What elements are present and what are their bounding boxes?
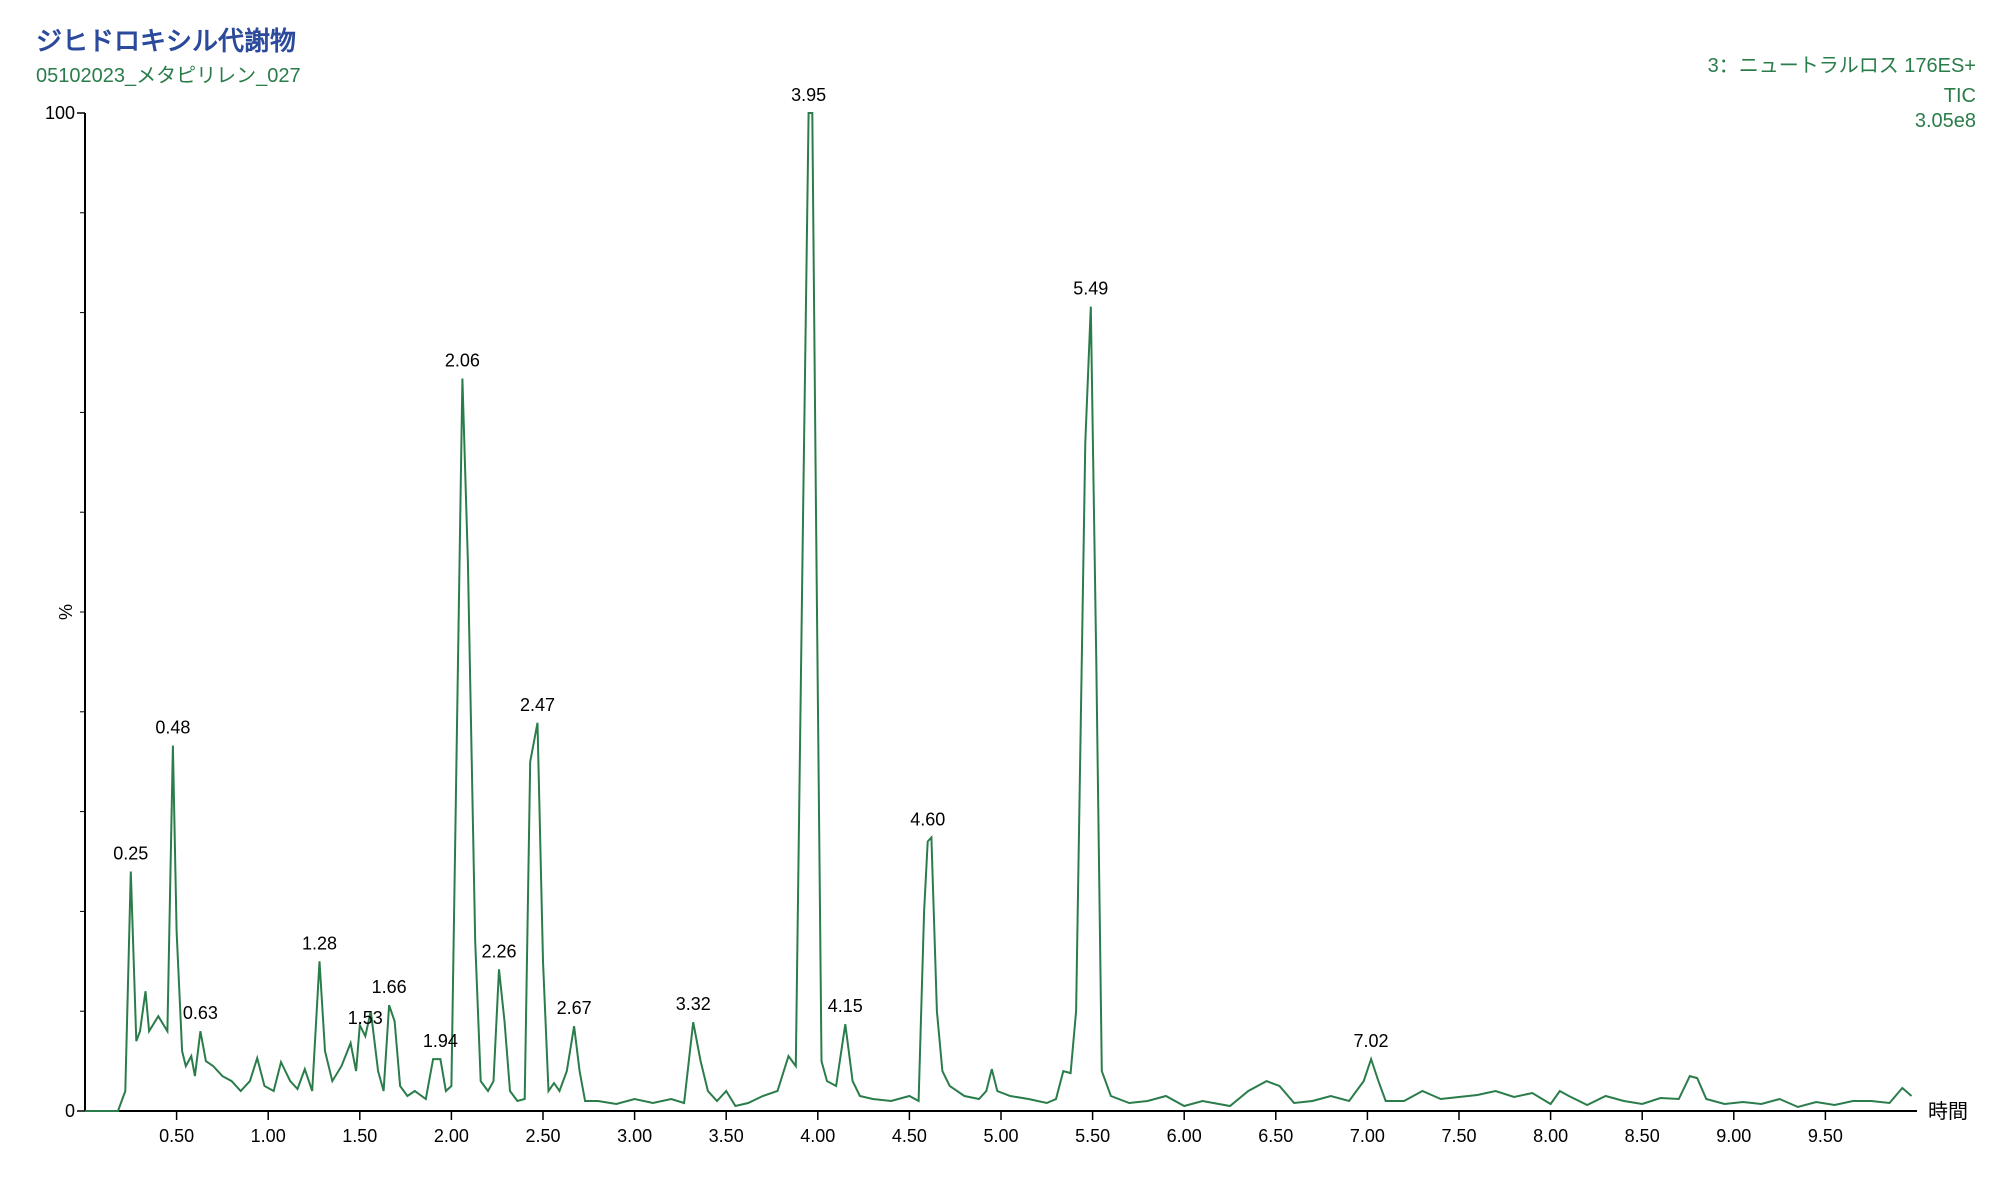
x-tick-label: 0.50 (159, 1126, 194, 1146)
y-tick-label: 100 (45, 103, 75, 123)
peak-label: 1.28 (302, 933, 337, 953)
peak-label: 2.67 (557, 998, 592, 1018)
peak-label: 0.25 (113, 843, 148, 863)
peak-label: 4.15 (828, 996, 863, 1016)
x-tick-label: 2.50 (525, 1126, 560, 1146)
trace-line (85, 112, 1913, 1112)
x-tick-label: 9.00 (1716, 1126, 1751, 1146)
x-tick-label: 7.00 (1350, 1126, 1385, 1146)
x-tick-label: 4.50 (892, 1126, 927, 1146)
x-tick-label: 5.00 (983, 1126, 1018, 1146)
x-tick-label: 7.50 (1441, 1126, 1476, 1146)
peak-label: 1.53 (348, 1008, 383, 1028)
peak-label: 3.95 (791, 85, 826, 105)
peak-label: 3.32 (676, 994, 711, 1014)
y-tick-label: 0 (65, 1101, 75, 1121)
x-tick-label: 6.00 (1167, 1126, 1202, 1146)
info-text: TIC (1944, 85, 1976, 107)
x-tick-label: 6.50 (1258, 1126, 1293, 1146)
x-tick-label: 5.50 (1075, 1126, 1110, 1146)
x-tick-label: 3.00 (617, 1126, 652, 1146)
y-axis-label: % (56, 604, 76, 620)
chart-title: ジヒドロキシル代謝物 (36, 26, 296, 56)
peak-label: 0.63 (183, 1003, 218, 1023)
peak-label: 2.26 (482, 941, 517, 961)
peak-label: 1.94 (423, 1031, 458, 1051)
x-axis-label: 時間 (1928, 1100, 1968, 1123)
x-tick-label: 2.00 (434, 1126, 469, 1146)
x-tick-label: 3.50 (709, 1126, 744, 1146)
peak-label: 0.48 (155, 718, 190, 738)
peak-label: 5.49 (1073, 279, 1108, 299)
chart-subtitle: 05102023_メタピリレン_027 (36, 64, 301, 87)
x-tick-label: 1.50 (342, 1126, 377, 1146)
peak-label: 2.47 (520, 695, 555, 715)
x-tick-label: 9.50 (1808, 1126, 1843, 1146)
x-tick-label: 4.00 (800, 1126, 835, 1146)
peak-label: 4.60 (910, 810, 945, 830)
x-tick-label: 1.00 (251, 1126, 286, 1146)
info-text: 3：ニュートラルロス 176ES+ (1708, 55, 1976, 77)
peak-label: 2.06 (445, 350, 480, 370)
peak-label: 7.02 (1354, 1031, 1389, 1051)
x-tick-label: 8.50 (1625, 1126, 1660, 1146)
peak-label: 1.66 (372, 977, 407, 997)
x-tick-label: 8.00 (1533, 1126, 1568, 1146)
info-text: 3.05e8 (1915, 110, 1976, 132)
